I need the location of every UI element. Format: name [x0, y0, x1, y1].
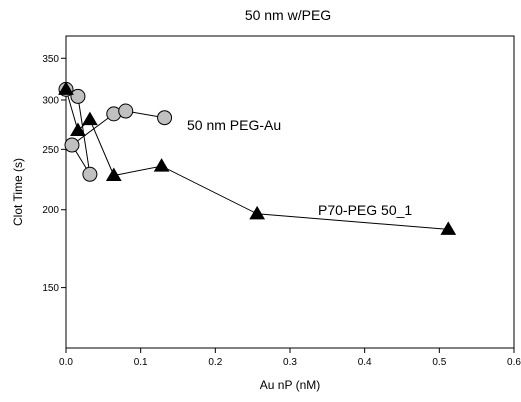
y-tick-label: 300 — [42, 95, 59, 106]
series-label-peg-au: 50 nm PEG-Au — [187, 117, 281, 133]
data-point-triangle — [105, 167, 122, 181]
y-tick-label: 200 — [42, 205, 59, 216]
data-point-triangle — [58, 81, 74, 95]
data-point-triangle — [249, 205, 266, 220]
y-axis-label: Clot Time (s) — [11, 158, 25, 226]
y-tick-label: 250 — [42, 145, 59, 156]
y-tick-label: 350 — [42, 54, 59, 65]
data-point-triangle — [70, 122, 86, 137]
data-point-circle — [118, 103, 134, 119]
y-tick-label: 150 — [42, 283, 59, 294]
data-point-circle — [157, 110, 173, 126]
x-tick-label: 0.4 — [358, 357, 372, 368]
data-point-triangle — [440, 221, 457, 235]
x-tick-label: 0.2 — [208, 357, 222, 368]
x-tick-label: 0.6 — [507, 357, 521, 368]
data-point-circle — [70, 88, 86, 104]
plot-frame — [65, 35, 515, 349]
x-axis: 0.0 0.1 0.2 0.3 0.4 0.5 0.6 — [59, 348, 521, 368]
y-axis: 150 200 250 300 350 — [42, 54, 66, 294]
series-layer — [58, 81, 457, 235]
chart-title: 50 nm w/PEG — [245, 7, 331, 23]
x-axis-label: Au nP (nM) — [260, 378, 320, 392]
data-point-triangle — [82, 111, 98, 126]
x-tick-label: 0.0 — [59, 357, 73, 368]
data-point-circle — [82, 166, 98, 182]
x-tick-label: 0.1 — [134, 357, 148, 368]
x-tick-label: 0.5 — [432, 357, 446, 368]
data-point-triangle — [153, 158, 170, 172]
series-label-p70-peg: P70-PEG 50_1 — [318, 202, 412, 218]
x-tick-label: 0.3 — [283, 357, 297, 368]
data-point-circle — [64, 137, 80, 153]
